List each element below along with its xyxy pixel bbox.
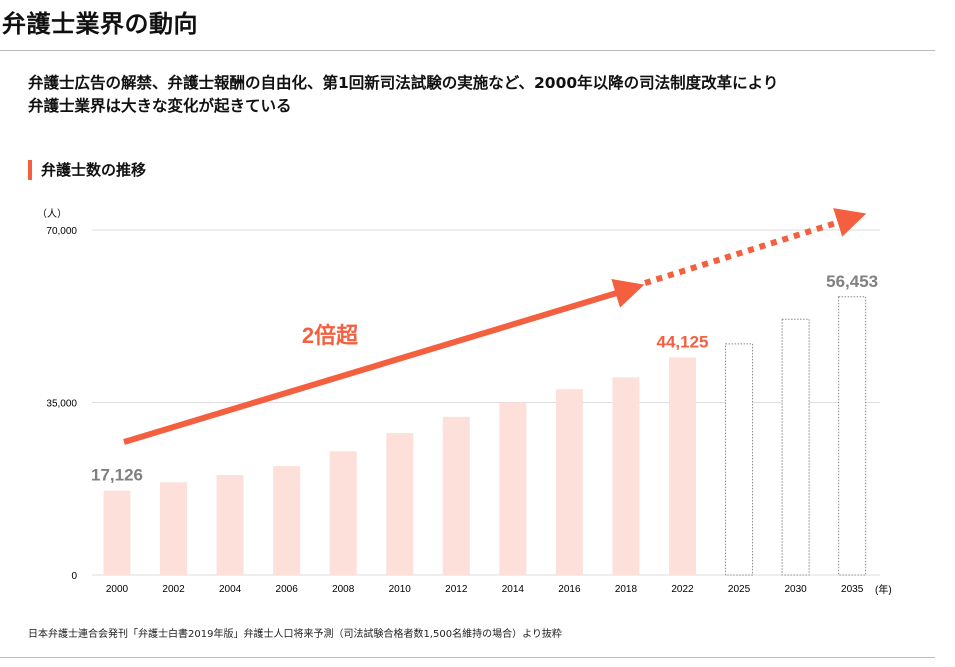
bar [160,482,188,575]
bar [669,357,696,575]
x-tick-label: 2008 [332,584,355,595]
x-tick-label: 2002 [162,584,185,595]
x-tick-label: 2025 [728,584,751,595]
x-tick-label: 2016 [558,584,581,595]
bar-projected [838,296,867,576]
y-tick-label: 35,000 [46,399,77,410]
bar-projected [725,343,754,576]
bar [555,389,583,575]
bar [499,402,527,575]
x-tick-label: 2014 [502,584,525,595]
y-tick-label: 70,000 [46,226,77,237]
x-tick-label: 2022 [671,584,694,595]
source-note: 日本弁護士連合会発刊「弁護士白書2019年版」弁護士人口将来予測（司法試験合格者… [28,629,562,640]
bar [329,451,357,575]
bar-projected [781,318,810,576]
lead-text: 弁護士広告の解禁、弁護士報酬の自由化、第1回新司法試験の実施など、2000年以降… [28,72,778,118]
data-label: 17,126 [91,466,143,485]
bar [442,416,470,575]
y-axis-unit: （人） [37,208,67,220]
growth-arrow-dotted [644,208,867,286]
lead-line-1: 弁護士広告の解禁、弁護士報酬の自由化、第1回新司法試験の実施など、2000年以降… [28,74,779,92]
y-tick-label: 0 [71,571,77,582]
x-tick-label: 2006 [276,584,299,595]
lead-line-2: 弁護士業界は大きな変化が起きている [28,97,292,115]
bar [103,490,131,575]
page-title: 弁護士業界の動向 [2,10,198,38]
bar [273,466,301,575]
x-tick-label: 2012 [445,584,468,595]
growth-annotation: 2倍超 [302,323,359,348]
bar [216,474,244,575]
x-tick-label: 2010 [389,584,412,595]
bar [386,433,414,575]
x-tick-label: 2000 [106,584,129,595]
data-label: 56,453 [826,272,878,291]
x-tick-label: 2035 [841,584,864,595]
data-label: 44,125 [657,333,709,352]
footer-divider [0,657,935,658]
x-tick-label: 2030 [784,584,807,595]
section-title: 弁護士数の推移 [28,160,146,180]
x-tick-label: 2004 [219,584,242,595]
growth-arrow-solid [123,278,645,445]
x-axis-unit: (年) [875,583,892,596]
bar [612,377,640,575]
x-tick-label: 2018 [615,584,638,595]
title-divider [0,50,935,51]
